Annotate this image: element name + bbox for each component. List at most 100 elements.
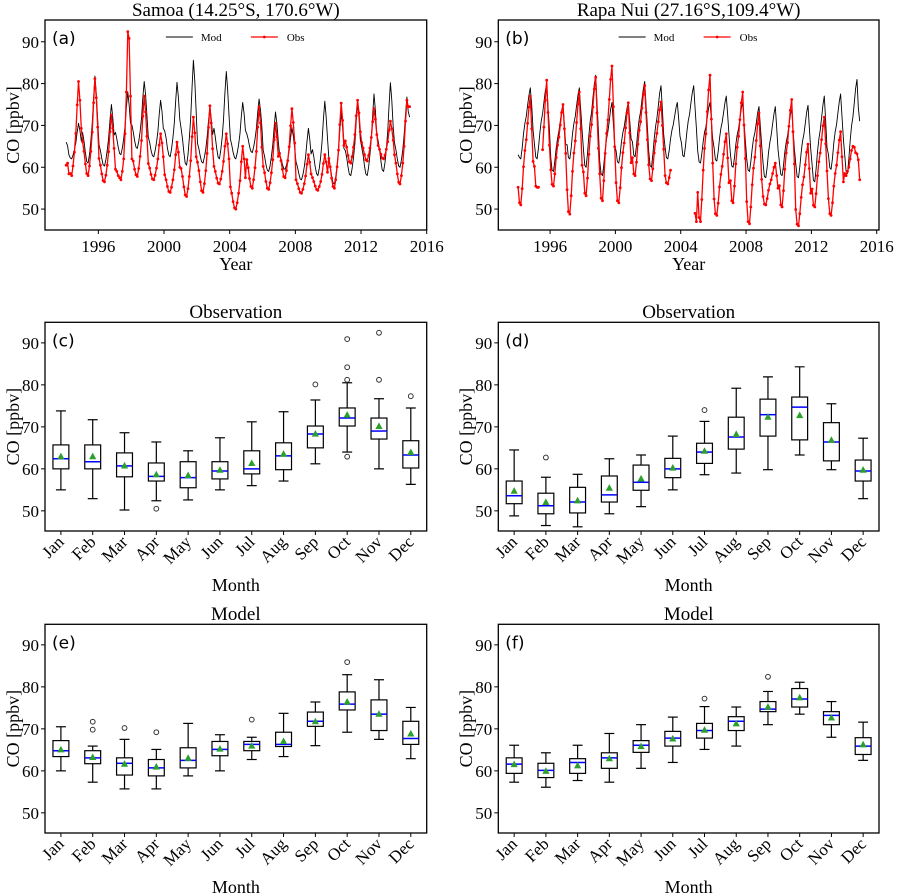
data-point-obs xyxy=(71,164,75,168)
data-point-obs xyxy=(387,129,391,132)
panel-letter: (f) xyxy=(505,633,524,653)
data-point-obs xyxy=(614,181,618,185)
data-point-obs xyxy=(345,145,349,149)
y-tick-label: 80 xyxy=(475,678,492,697)
x-tick-label: Sep xyxy=(291,532,322,563)
data-point-obs xyxy=(153,173,157,177)
box-oct xyxy=(791,366,809,456)
data-point-obs xyxy=(234,207,238,211)
data-point-obs xyxy=(222,160,225,163)
data-point-obs xyxy=(745,200,749,204)
data-point-obs xyxy=(542,125,546,129)
x-tick-label: Nov xyxy=(352,834,386,868)
box-may xyxy=(179,722,197,777)
mean-marker xyxy=(700,447,709,454)
data-point-obs xyxy=(126,30,130,34)
data-point-obs xyxy=(782,189,785,193)
mean-marker xyxy=(859,466,867,473)
data-point-obs xyxy=(215,176,219,180)
x-tick-label: Feb xyxy=(521,834,552,865)
data-point-obs xyxy=(289,124,292,128)
data-point-obs xyxy=(220,170,224,173)
y-tick-label: 70 xyxy=(475,418,492,437)
data-point-obs xyxy=(393,153,396,157)
data-point-obs xyxy=(833,172,837,175)
y-axis-label: CO [ppbv] xyxy=(3,86,23,164)
data-point-obs xyxy=(239,160,243,164)
mean-marker xyxy=(343,697,351,705)
data-point-obs xyxy=(571,170,574,173)
data-point-obs xyxy=(569,194,573,198)
data-point-obs xyxy=(271,158,275,162)
data-point-obs xyxy=(807,167,811,170)
mean-marker xyxy=(796,693,804,701)
data-point-obs xyxy=(119,178,123,182)
data-point-obs xyxy=(790,98,794,101)
data-point-obs xyxy=(82,150,86,153)
data-point-obs xyxy=(624,126,627,130)
data-point-obs xyxy=(779,203,783,207)
data-point-obs xyxy=(647,163,651,167)
data-point-obs xyxy=(764,203,768,207)
data-point-obs xyxy=(720,165,724,168)
data-point-obs xyxy=(301,188,305,191)
data-point-obs xyxy=(560,111,563,114)
data-point-obs xyxy=(157,143,161,147)
data-point-obs xyxy=(74,132,78,135)
x-tick-label: 2016 xyxy=(860,237,894,256)
data-point-obs xyxy=(395,172,399,176)
data-point-obs xyxy=(799,196,803,199)
data-point-obs xyxy=(287,145,291,149)
box-nov xyxy=(370,329,388,470)
y-tick-label: 90 xyxy=(22,33,39,52)
y-axis-label: CO [ppbv] xyxy=(456,86,476,164)
data-point-obs xyxy=(337,148,340,152)
data-point-obs xyxy=(609,78,612,81)
data-point-obs xyxy=(400,174,403,178)
data-point-obs xyxy=(626,101,630,105)
data-point-obs xyxy=(561,103,565,106)
data-point-obs xyxy=(369,136,373,139)
data-point-obs xyxy=(519,203,523,207)
panel-title: Model xyxy=(211,604,261,625)
data-point-obs xyxy=(722,152,725,156)
box-iqr xyxy=(791,396,809,441)
data-point-obs xyxy=(742,123,746,127)
data-point-obs xyxy=(716,201,720,205)
box-jun xyxy=(211,437,229,491)
mean-marker xyxy=(216,466,224,473)
data-point-obs xyxy=(558,123,562,127)
data-point-obs xyxy=(750,183,754,187)
outlier-point xyxy=(701,695,708,702)
data-point-obs xyxy=(391,138,395,142)
data-point-obs xyxy=(610,64,614,68)
data-point-obs xyxy=(522,165,525,169)
x-tick-label: Aug xyxy=(256,532,290,566)
data-point-obs xyxy=(223,144,227,148)
data-point-obs xyxy=(607,98,611,101)
mean-marker xyxy=(248,742,256,749)
box-oct xyxy=(791,681,809,715)
data-point-obs xyxy=(791,130,795,134)
data-point-obs xyxy=(322,162,325,165)
data-point-obs xyxy=(644,111,648,114)
data-point-obs xyxy=(300,191,303,195)
y-tick-label: 60 xyxy=(475,460,492,479)
data-point-obs xyxy=(661,124,664,127)
mean-marker xyxy=(732,430,740,437)
data-point-obs xyxy=(829,214,833,217)
data-point-obs xyxy=(579,127,583,131)
data-point-obs xyxy=(114,167,117,171)
x-tick-label: 1996 xyxy=(533,237,567,256)
data-point-obs xyxy=(89,150,93,153)
x-tick-label: Jul xyxy=(231,532,259,560)
data-point-obs xyxy=(86,174,90,178)
y-tick-label: 70 xyxy=(22,116,39,135)
x-tick-label: Nov xyxy=(352,532,386,566)
data-point-obs xyxy=(518,201,521,205)
x-tick-label: May xyxy=(159,834,195,870)
data-point-obs xyxy=(613,145,617,149)
series-line-obs xyxy=(517,65,861,227)
